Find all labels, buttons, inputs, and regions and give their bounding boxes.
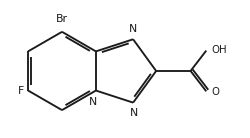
Text: N: N	[129, 24, 137, 34]
Text: N: N	[130, 108, 138, 118]
Text: N: N	[89, 97, 97, 107]
Text: F: F	[18, 86, 24, 95]
Text: OH: OH	[212, 45, 227, 55]
Text: O: O	[211, 87, 219, 97]
Text: Br: Br	[56, 14, 68, 24]
